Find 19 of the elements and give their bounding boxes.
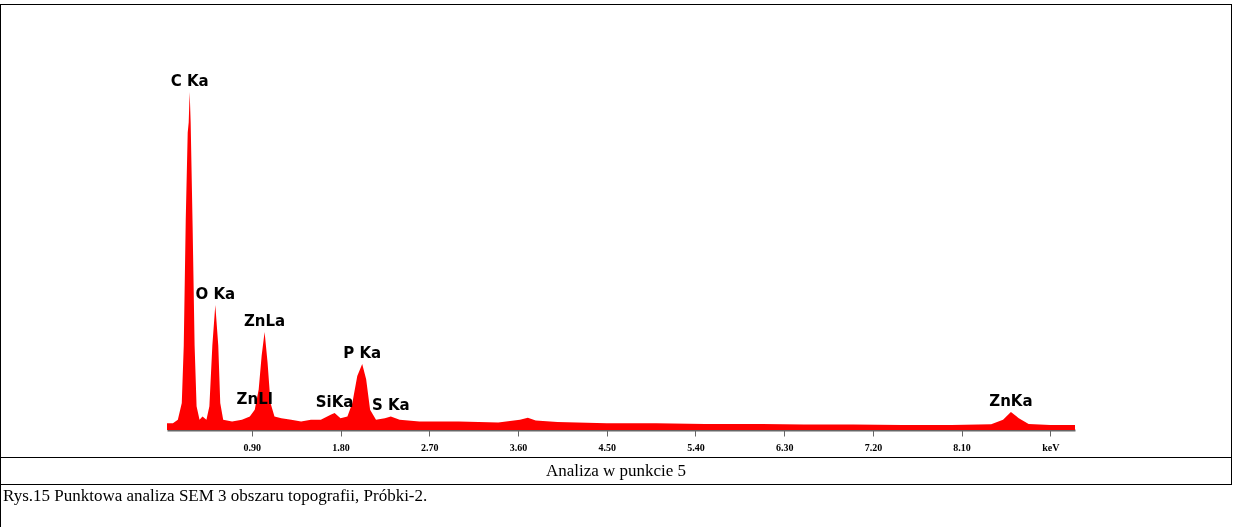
annotation: ZnLa	[243, 311, 286, 330]
annotation: P Ka	[343, 344, 382, 363]
x-tick-label: keV	[1042, 441, 1061, 453]
x-tick-label: 2.70	[421, 441, 439, 453]
text: Analiza w punkcie 5	[0, 457, 1232, 485]
x-tick-label: 5.40	[687, 441, 705, 453]
x-tick-label: 8.10	[953, 441, 971, 453]
annotation: S Ka	[371, 396, 410, 415]
annotation: ZnKa	[989, 392, 1033, 411]
x-tick-label: 7.20	[864, 441, 883, 453]
x-tick-label: 3.60	[509, 441, 528, 453]
x-tick-label: 1.80	[332, 441, 350, 453]
text: Rys.15 Punktowa analiza SEM 3 obszaru topografii, Próbki-2.	[0, 484, 1232, 527]
annotation: C Ka	[170, 72, 209, 90]
annotation: O Ka	[195, 284, 236, 303]
x-tick-label: 0.90	[243, 441, 262, 453]
annotation: SiKa	[315, 393, 354, 412]
x-tick-label: 6.30	[775, 441, 794, 453]
x-tick-label: 4.50	[598, 441, 616, 453]
